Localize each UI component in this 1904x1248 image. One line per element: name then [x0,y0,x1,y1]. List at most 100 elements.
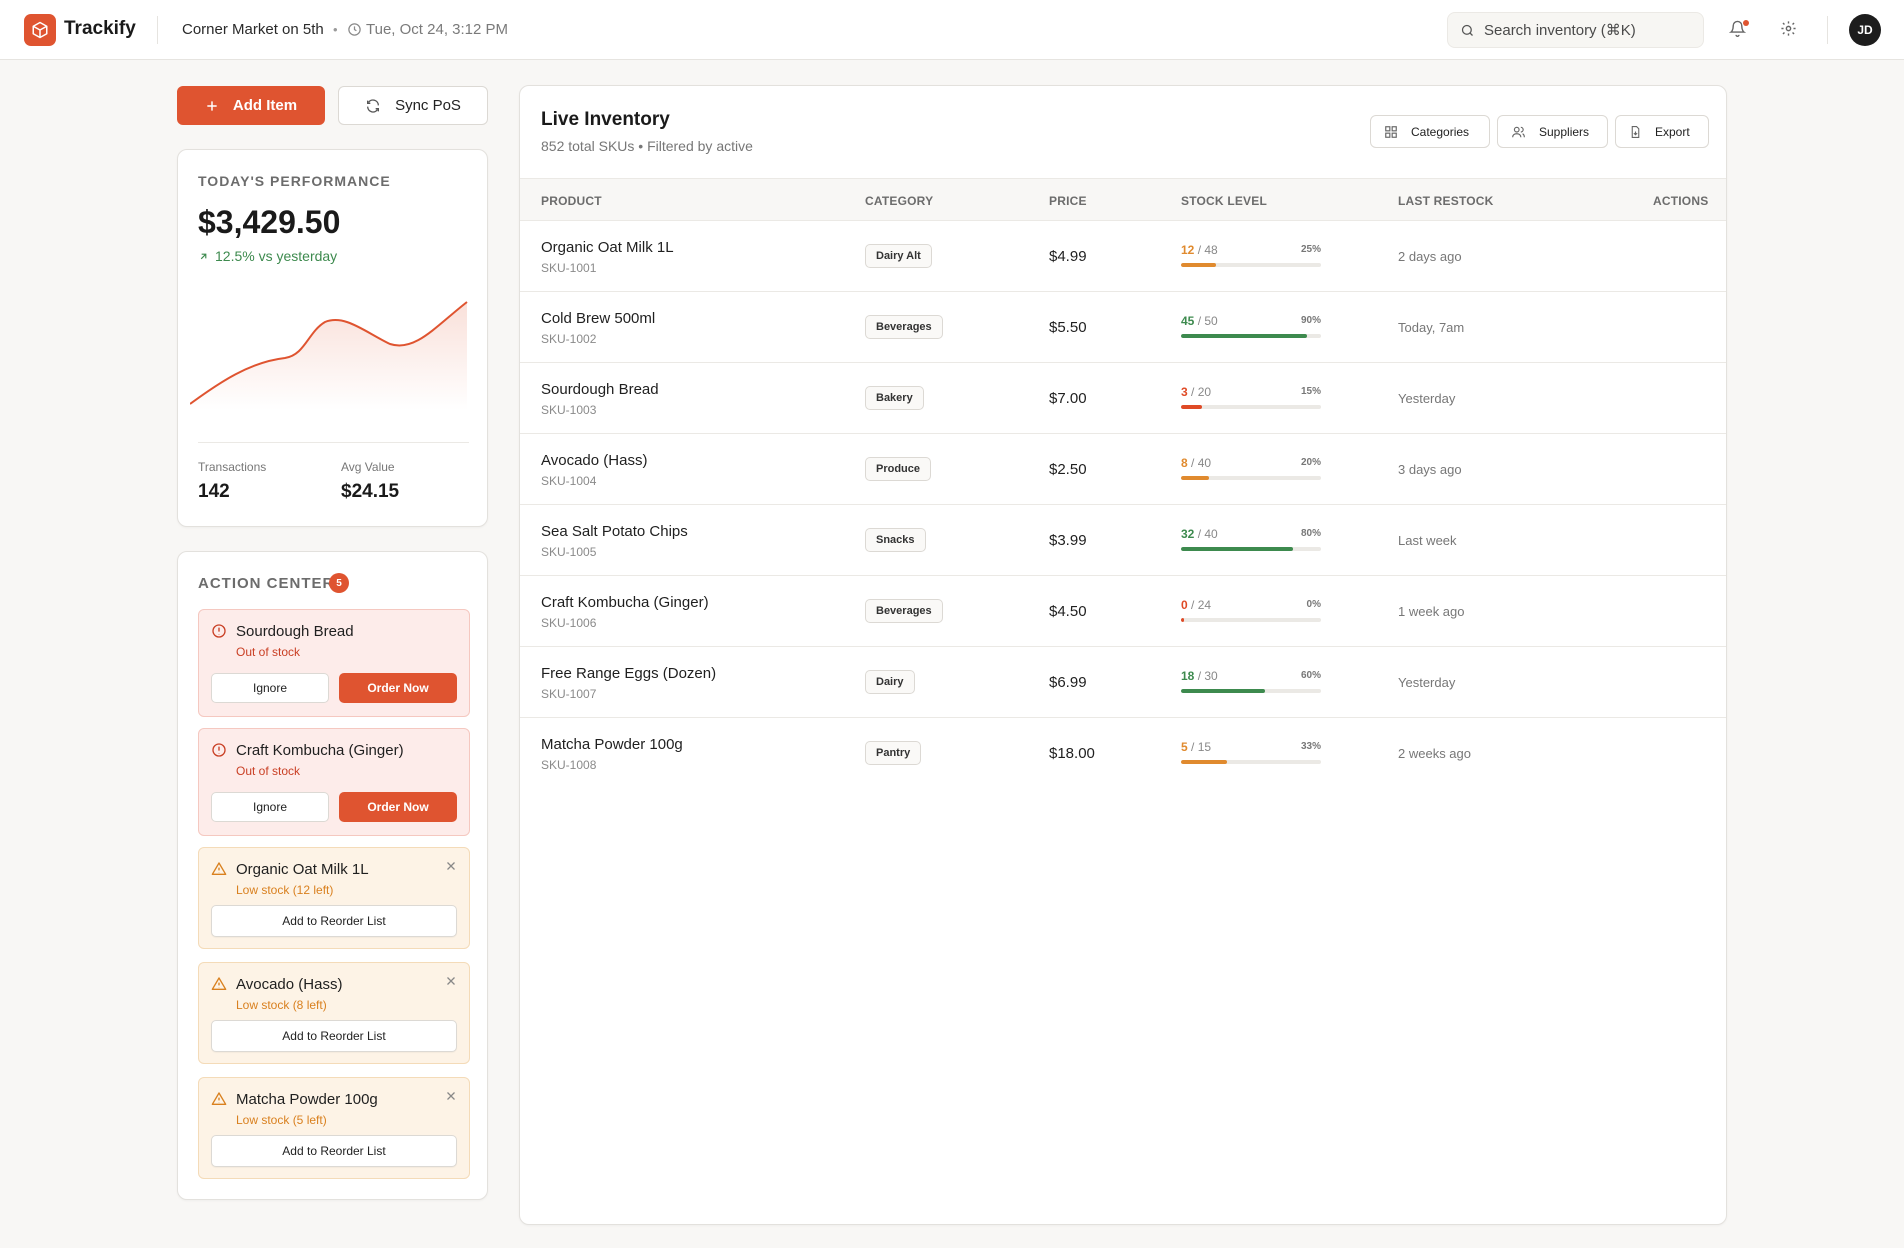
product-name[interactable]: Matcha Powder 100g [541,736,683,753]
box-icon[interactable] [24,14,56,46]
revenue-delta: 12.5% vs yesterday [198,248,337,264]
table-row[interactable]: Craft Kombucha (Ginger) SKU-1006 Beverages… [520,576,1726,647]
stock-progress-bar [1181,405,1321,409]
column-header-price[interactable]: PRICE [1049,194,1087,208]
product-sku: SKU-1002 [541,332,597,346]
table-row[interactable]: Sourdough Bread SKU-1003 Bakery $7.00 3 / 20… [520,363,1726,434]
product-name[interactable]: Free Range Eggs (Dozen) [541,665,717,682]
table-row[interactable]: Matcha Powder 100g SKU-1008 Pantry $18.00 5 … [520,718,1726,789]
avatar[interactable]: JD [1849,14,1881,46]
stock-progress-fill [1181,405,1202,409]
alert-product-name: Organic Oat Milk 1L [236,861,369,878]
table-row[interactable]: Organic Oat Milk 1L SKU-1001 Dairy Alt $4.9… [520,221,1726,292]
categories-label: Categories [1411,124,1470,139]
inventory-subtitle: 852 total SKUs • Filtered by active [541,138,753,154]
brand-name[interactable]: Trackify [64,18,136,39]
grid-icon [1384,125,1398,139]
column-header-last-restock[interactable]: LAST RESTOCK [1398,194,1494,208]
column-header-product[interactable]: PRODUCT [541,194,602,208]
product-name[interactable]: Craft Kombucha (Ginger) [541,594,709,611]
last-restock: Yesterday [1398,391,1456,406]
separator-dot: • [333,22,338,37]
divider [157,16,158,44]
close-icon[interactable] [445,975,457,987]
bell-icon[interactable] [1729,20,1746,37]
alert-product-name: Sourdough Bread [236,623,354,640]
column-header-stock-level[interactable]: STOCK LEVEL [1181,194,1267,208]
product-price: $3.99 [1049,532,1087,549]
stock-quantity: 18 [1181,669,1195,683]
avg-value: $24.15 [341,481,400,502]
stock-count: 12 / 48 [1181,243,1321,257]
product-name[interactable]: Cold Brew 500ml [541,310,656,327]
alert-card-low-stock: Organic Oat Milk 1L Low stock (12 left) … [198,847,470,949]
stock-progress-fill [1181,476,1209,480]
table-row[interactable]: Free Range Eggs (Dozen) SKU-1007 Dairy $6.9… [520,647,1726,718]
divider [1827,16,1828,44]
add-to-reorder-button[interactable]: Add to Reorder List [211,1020,457,1052]
add-to-reorder-button[interactable]: Add to Reorder List [211,1135,457,1167]
ignore-button[interactable]: Ignore [211,673,329,703]
order-now-button[interactable]: Order Now [339,673,457,703]
close-icon[interactable] [445,860,457,872]
avg-value-label: Avg Value [341,460,395,474]
stock-progress-bar [1181,689,1321,693]
stock-progress-fill [1181,263,1216,267]
search-icon [1460,23,1475,38]
ignore-button[interactable]: Ignore [211,792,329,822]
stock-count: 5 / 15 [1181,740,1321,754]
alert-circle-icon [211,623,227,639]
stock-progress-bar [1181,547,1321,551]
table-row[interactable]: Sea Salt Potato Chips SKU-1005 Snacks $3.99… [520,505,1726,576]
category-badge: Pantry [865,741,922,765]
order-now-button[interactable]: Order Now [339,792,457,822]
stock-progress-bar [1181,334,1321,338]
inventory-card: Live Inventory 852 total SKUs • Filtered… [519,85,1727,1225]
alert-status: Out of stock [236,645,301,659]
add-item-label: Add Item [232,97,298,114]
alert-status: Out of stock [236,764,301,778]
category-badge: Dairy Alt [865,244,932,268]
stock-progress-bar [1181,618,1321,622]
stock-quantity: 8 [1181,456,1188,470]
add-item-button[interactable]: Add Item [177,86,325,125]
stock-quantity: 0 [1181,598,1188,612]
stock-capacity: / 40 [1197,527,1218,541]
export-button[interactable]: Export [1615,115,1709,148]
last-restock: Yesterday [1398,675,1456,690]
last-restock: Today, 7am [1398,320,1465,335]
action-center-card: ACTION CENTER 5 Sourdough Bread Out of s… [177,551,488,1200]
store-name[interactable]: Corner Market on 5th [182,21,324,38]
sync-pos-label: Sync PoS [395,97,461,114]
product-name[interactable]: Organic Oat Milk 1L [541,239,674,256]
stock-level: 18 / 30 60% [1181,669,1321,693]
search-box[interactable] [1447,12,1704,48]
stock-progress-bar [1181,476,1321,480]
stock-percent: 0% [1306,599,1321,610]
sales-trend-chart [190,301,468,410]
search-input[interactable] [1484,13,1694,47]
add-to-reorder-button[interactable]: Add to Reorder List [211,905,457,937]
sync-pos-button[interactable]: Sync PoS [338,86,488,125]
column-header-actions: ACTIONS [1653,194,1709,208]
stock-level: 12 / 48 25% [1181,243,1321,267]
table-row[interactable]: Cold Brew 500ml SKU-1002 Beverages $5.50 45 … [520,292,1726,363]
performance-title: TODAY'S PERFORMANCE [198,173,391,189]
product-price: $6.99 [1049,674,1087,691]
current-datetime: Tue, Oct 24, 3:12 PM [366,21,509,38]
table-row[interactable]: Avocado (Hass) SKU-1004 Produce $2.50 8 / 40… [520,434,1726,505]
refresh-icon [365,98,381,114]
close-icon[interactable] [445,1090,457,1102]
product-name[interactable]: Avocado (Hass) [541,452,648,469]
divider [198,442,469,443]
stock-percent: 90% [1300,315,1321,326]
gear-icon[interactable] [1780,20,1797,37]
category-badge: Beverages [865,315,943,339]
suppliers-button[interactable]: Suppliers [1497,115,1608,148]
categories-button[interactable]: Categories [1370,115,1490,148]
alert-circle-icon [211,742,227,758]
stock-progress-fill [1181,760,1228,764]
product-name[interactable]: Sourdough Bread [541,381,659,398]
product-name[interactable]: Sea Salt Potato Chips [541,523,688,540]
column-header-category[interactable]: CATEGORY [865,194,934,208]
